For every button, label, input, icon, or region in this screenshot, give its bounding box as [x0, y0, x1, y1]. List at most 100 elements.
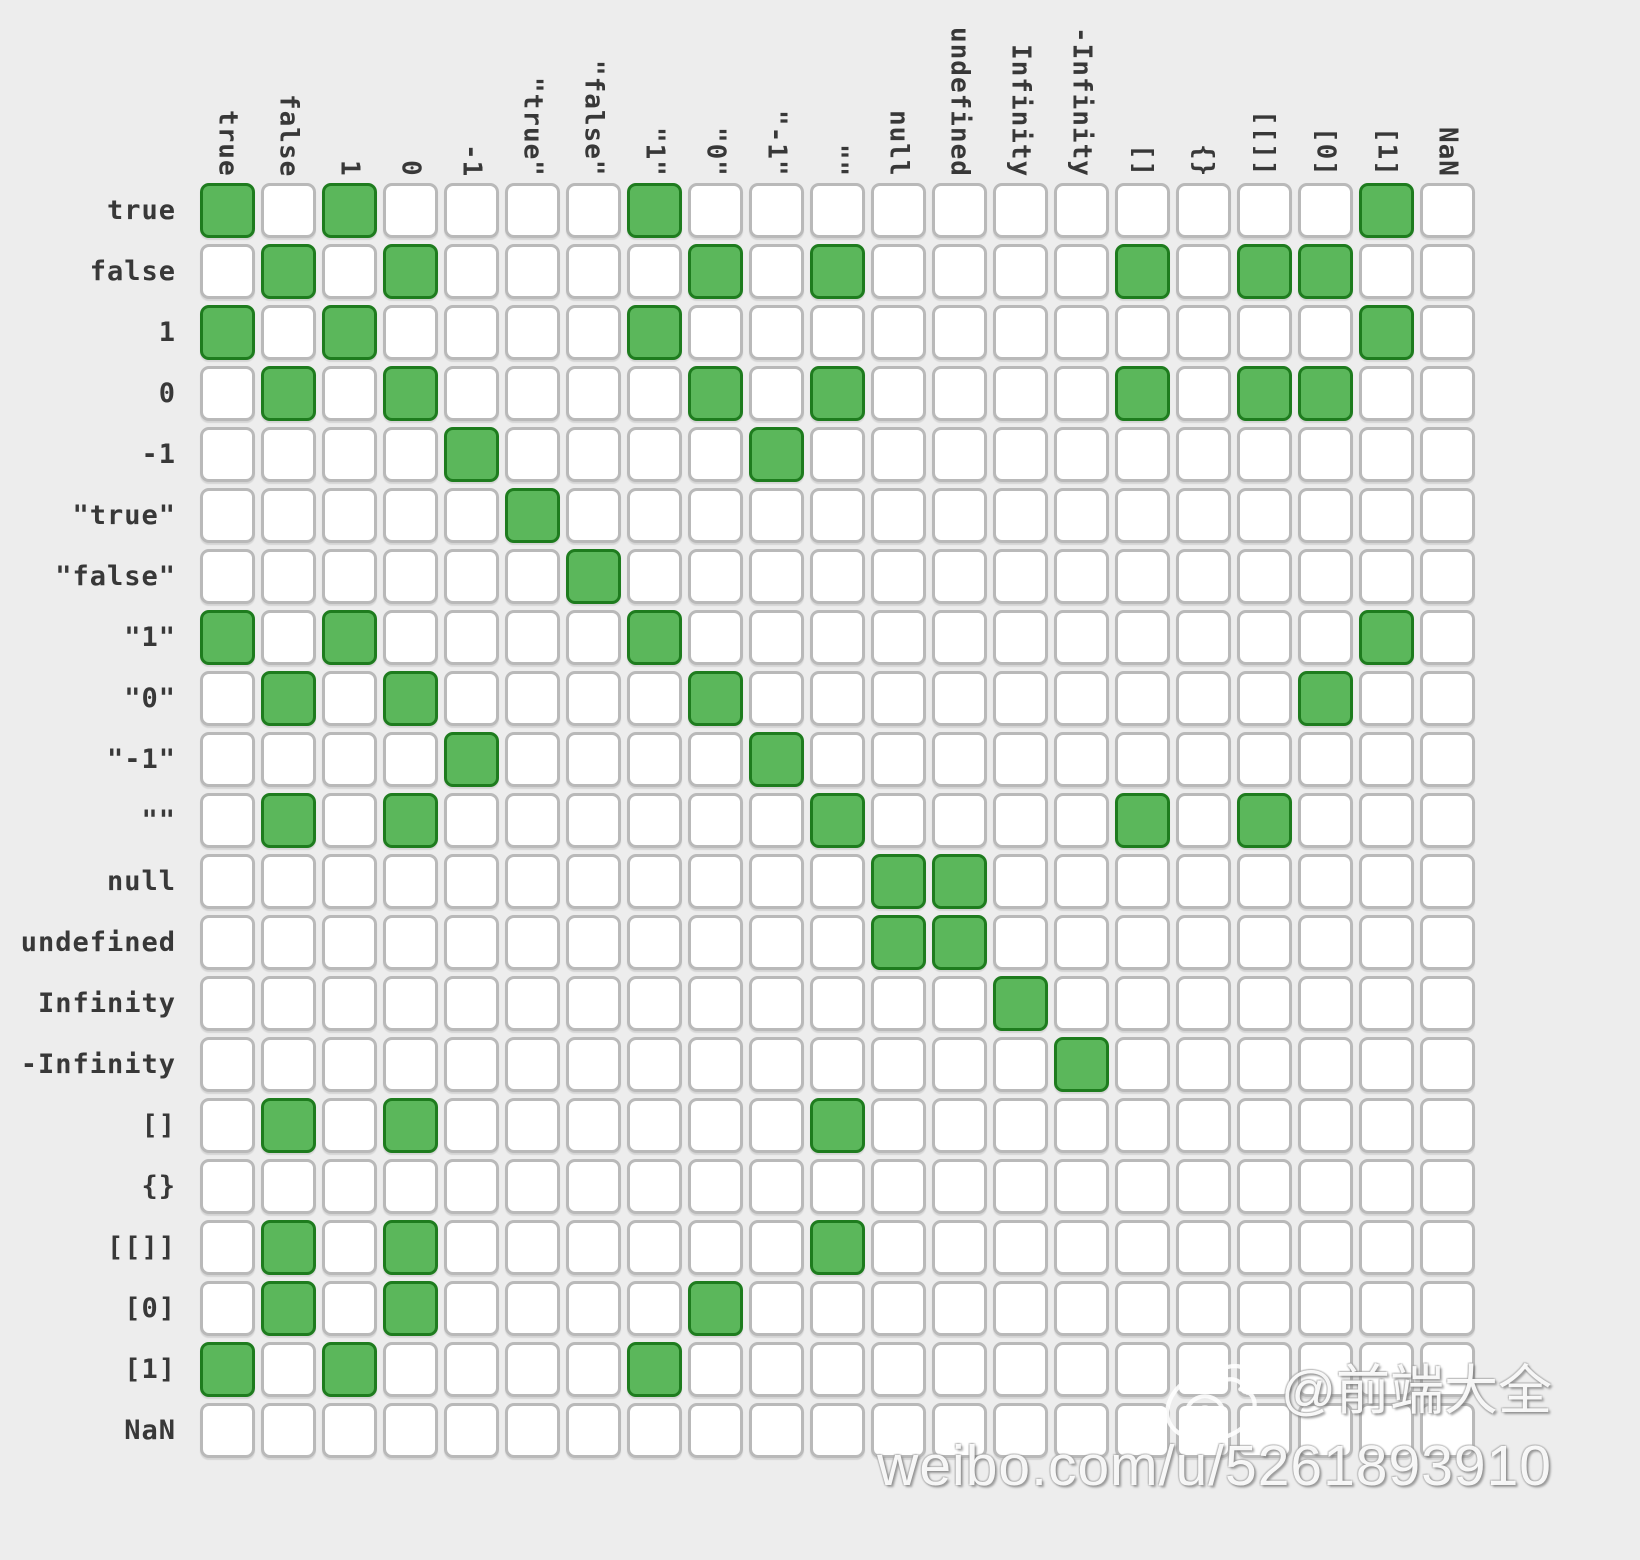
cell-not-equal [1054, 244, 1109, 299]
matrix-row: "true" [0, 488, 1481, 543]
cell-equal [627, 183, 682, 238]
cell-not-equal [1176, 488, 1231, 543]
cell-equal [200, 610, 255, 665]
cell-equal [1054, 1037, 1109, 1092]
cell-not-equal [444, 1342, 499, 1397]
cell-not-equal [688, 732, 743, 787]
cell-not-equal [1176, 732, 1231, 787]
cell-not-equal [1115, 732, 1170, 787]
column-header-label: [[]] [1249, 110, 1280, 177]
cell-not-equal [1054, 1098, 1109, 1153]
column-header: "0" [688, 0, 743, 183]
cell-not-equal [505, 793, 560, 848]
cell-not-equal [1298, 732, 1353, 787]
cell-not-equal [1420, 1281, 1475, 1336]
column-header: Infinity [993, 0, 1048, 183]
cell-not-equal [627, 732, 682, 787]
cell-not-equal [1115, 915, 1170, 970]
row-label: NaN [124, 1415, 176, 1446]
cell-not-equal [1237, 1342, 1292, 1397]
cell-not-equal [627, 244, 682, 299]
column-header: -1 [444, 0, 499, 183]
cell-not-equal [993, 854, 1048, 909]
cell-not-equal [749, 488, 804, 543]
cell-not-equal [261, 183, 316, 238]
cell-not-equal [1115, 1220, 1170, 1275]
cell-not-equal [1420, 732, 1475, 787]
row-label: [1] [124, 1354, 176, 1385]
cell-equal [1115, 244, 1170, 299]
cell-not-equal [1359, 671, 1414, 726]
column-header: "" [810, 0, 865, 183]
cell-not-equal [932, 1037, 987, 1092]
cell-not-equal [871, 610, 926, 665]
cell-not-equal [1115, 183, 1170, 238]
cell-equal [993, 976, 1048, 1031]
cell-not-equal [200, 1403, 255, 1458]
cell-equal [1237, 244, 1292, 299]
cell-not-equal [566, 1342, 621, 1397]
matrix-row: "0" [0, 671, 1481, 726]
matrix-row: [] [0, 1098, 1481, 1153]
column-header: -Infinity [1054, 0, 1109, 183]
cell-not-equal [566, 366, 621, 421]
cell-not-equal [1298, 1281, 1353, 1336]
cell-not-equal [1359, 1098, 1414, 1153]
cell-not-equal [932, 244, 987, 299]
cell-not-equal [444, 183, 499, 238]
column-header: [0] [1298, 0, 1353, 183]
cell-not-equal [566, 1281, 621, 1336]
cell-not-equal [871, 366, 926, 421]
column-header-label: NaN [1432, 127, 1463, 177]
matrix-row: 0 [0, 366, 1481, 421]
cell-not-equal [749, 915, 804, 970]
cell-not-equal [993, 1342, 1048, 1397]
cell-equal [261, 1098, 316, 1153]
cell-not-equal [1359, 427, 1414, 482]
cell-not-equal [505, 1159, 560, 1214]
column-header-label: true [212, 110, 243, 177]
cell-not-equal [1054, 915, 1109, 970]
cell-not-equal [1420, 1159, 1475, 1214]
cell-not-equal [566, 1159, 621, 1214]
cell-not-equal [444, 1403, 499, 1458]
cell-equal [1359, 183, 1414, 238]
cell-not-equal [932, 1098, 987, 1153]
cell-not-equal [1420, 1220, 1475, 1275]
cell-not-equal [322, 1281, 377, 1336]
cell-not-equal [1420, 305, 1475, 360]
cell-not-equal [566, 427, 621, 482]
cell-not-equal [1420, 976, 1475, 1031]
cell-not-equal [1054, 1220, 1109, 1275]
cell-not-equal [627, 488, 682, 543]
cell-not-equal [688, 1037, 743, 1092]
cell-not-equal [261, 305, 316, 360]
cell-not-equal [1054, 854, 1109, 909]
cell-equal [200, 1342, 255, 1397]
cell-not-equal [1237, 1037, 1292, 1092]
cell-not-equal [444, 610, 499, 665]
cell-not-equal [810, 976, 865, 1031]
cell-not-equal [1359, 1220, 1414, 1275]
column-headers: true false 1 0 -1 "true" "false" "1" "0" "-1" "" nu… [200, 0, 1481, 183]
cell-not-equal [993, 1220, 1048, 1275]
cell-not-equal [871, 793, 926, 848]
cell-not-equal [993, 305, 1048, 360]
cell-not-equal [1359, 488, 1414, 543]
cell-not-equal [505, 1037, 560, 1092]
cell-not-equal [261, 1403, 316, 1458]
cell-not-equal [383, 976, 438, 1031]
cell-not-equal [566, 610, 621, 665]
column-header: null [871, 0, 926, 183]
cell-not-equal [1298, 1403, 1353, 1458]
cell-not-equal [1359, 244, 1414, 299]
cell-not-equal [993, 1098, 1048, 1153]
cell-not-equal [1237, 1220, 1292, 1275]
cell-not-equal [810, 305, 865, 360]
column-header: [1] [1359, 0, 1414, 183]
cell-not-equal [688, 793, 743, 848]
row-label: true [106, 195, 176, 226]
column-header-label: false [273, 93, 304, 177]
cell-not-equal [1420, 915, 1475, 970]
cell-not-equal [566, 183, 621, 238]
